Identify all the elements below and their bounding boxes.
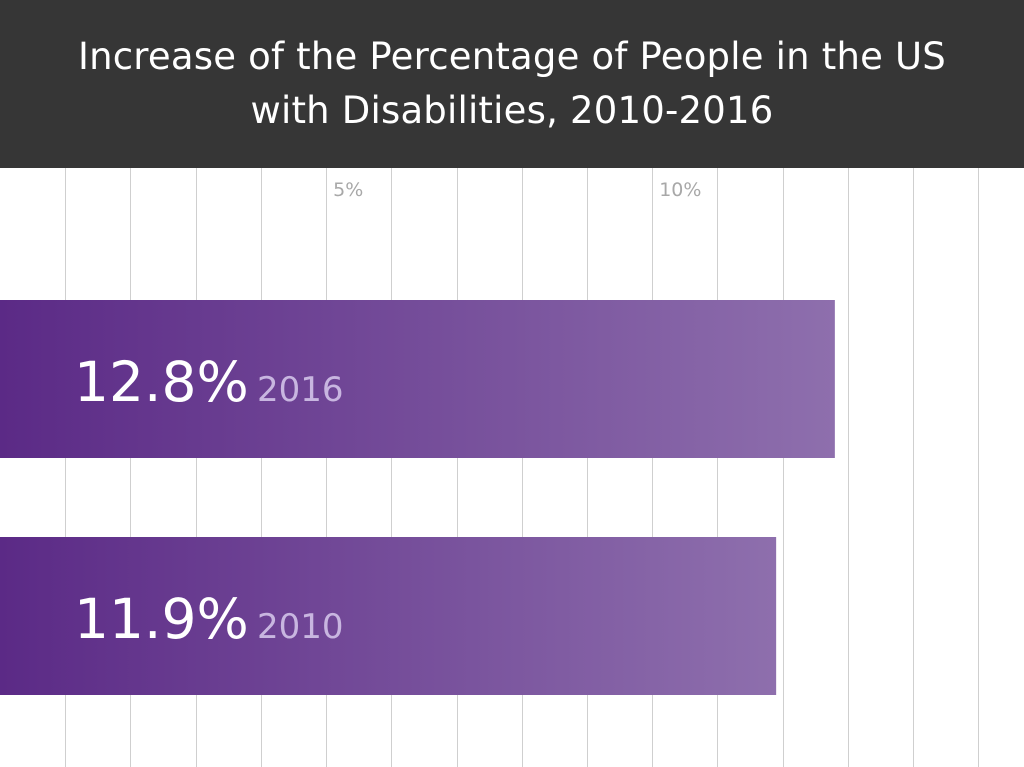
bar-group: 12.8% 2016: [0, 300, 835, 458]
bar: [0, 537, 777, 695]
bar-category-label: 2010: [257, 607, 344, 647]
chart-header: Increase of the Percentage of People in …: [0, 0, 1024, 168]
bar-category-label: 2016: [257, 370, 344, 410]
bar: [0, 300, 835, 458]
chart-title: Increase of the Percentage of People in …: [52, 30, 972, 138]
bar-chart: 5% 10% 12.8% 2016 11.9% 2010: [0, 168, 979, 767]
bar-value-label: 12.8%: [74, 350, 249, 414]
x-tick-label: 5%: [333, 179, 363, 201]
x-tick-label: 10%: [659, 179, 701, 201]
gridlines: [65, 168, 979, 767]
x-axis-ticks: 5% 10%: [333, 179, 701, 201]
bar-value-label: 11.9%: [74, 587, 249, 651]
chart-title-line-1: Increase of the Percentage of People in …: [77, 35, 946, 78]
bars: 12.8% 2016 11.9% 2010: [0, 300, 835, 695]
chart-title-line-2: with Disabilities, 2010-2016: [250, 89, 774, 132]
bar-group: 11.9% 2010: [0, 537, 777, 695]
